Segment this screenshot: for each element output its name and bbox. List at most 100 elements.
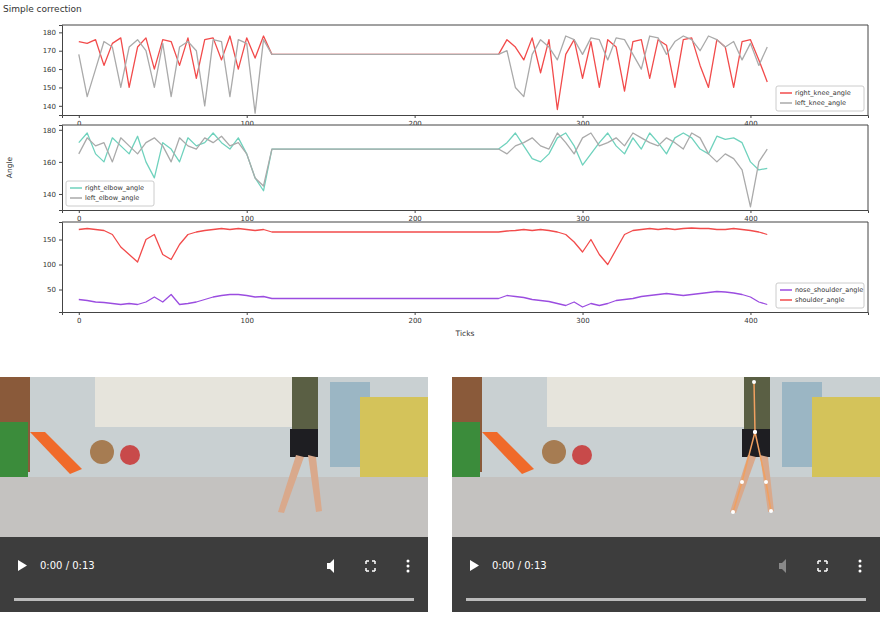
legend-swatch xyxy=(780,92,792,94)
menu-button[interactable] xyxy=(859,560,862,563)
y-tick: 180 xyxy=(43,127,62,135)
chart: 0100200300400140160180Angleright_elbow_a… xyxy=(5,125,869,223)
x-tick-mark xyxy=(750,210,751,213)
y-tick: 50 xyxy=(47,286,62,294)
x-tick-mark xyxy=(583,312,584,315)
x-tick-mark xyxy=(79,312,80,315)
y-tick-label: 50 xyxy=(47,286,56,294)
video-frame: 0:00 / 0:13 xyxy=(452,377,880,612)
x-tick-mark xyxy=(247,312,248,315)
y-tick: 140 xyxy=(43,191,62,199)
legend-swatch xyxy=(780,299,792,301)
volume-button[interactable] xyxy=(327,559,334,573)
wall-panel xyxy=(547,377,747,427)
x-axis: 0100200300400 xyxy=(63,312,869,325)
y-tick-label: 100 xyxy=(43,261,56,269)
chart: 010020030040050100150Ticksnose_shoulder_… xyxy=(43,222,869,338)
y-tick-mark xyxy=(59,240,62,241)
shelf xyxy=(812,397,880,477)
slide xyxy=(30,432,82,474)
y-tick: 150 xyxy=(43,84,62,92)
frame-top xyxy=(62,25,868,26)
frame-top xyxy=(62,222,868,223)
shelf xyxy=(360,397,428,477)
y-tick: 150 xyxy=(43,236,62,244)
y-tick: 180 xyxy=(43,29,62,37)
x-tick-mark xyxy=(247,210,248,213)
pose-joint xyxy=(753,430,757,434)
pose-joint xyxy=(752,380,756,384)
menu-button[interactable] xyxy=(859,565,862,568)
pose-skeleton xyxy=(733,382,771,512)
frame-right xyxy=(868,25,869,115)
toy-house xyxy=(452,422,480,477)
progress-bar[interactable] xyxy=(14,598,414,601)
y-tick-label: 150 xyxy=(43,84,56,92)
series-group xyxy=(79,36,767,113)
frame-top xyxy=(62,125,868,126)
menu-button[interactable] xyxy=(407,570,410,573)
menu-button[interactable] xyxy=(407,565,410,568)
floor xyxy=(0,477,428,612)
legend-label: left_knee_angle xyxy=(795,99,846,107)
y-tick: 160 xyxy=(43,66,62,74)
person-shorts xyxy=(290,429,318,457)
x-tick-mark xyxy=(750,115,751,118)
x-tick: 300 xyxy=(576,210,589,223)
plot-area xyxy=(62,222,868,312)
y-tick: 140 xyxy=(43,103,62,111)
y-tick-label: 160 xyxy=(43,159,56,167)
volume-button[interactable] xyxy=(779,559,786,573)
teddy xyxy=(542,440,566,464)
video-controls xyxy=(0,537,428,612)
legend-box xyxy=(776,86,864,111)
x-tick-mark xyxy=(415,312,416,315)
y-tick-mark xyxy=(59,51,62,52)
legend-swatch xyxy=(70,187,82,189)
x-axis: 0100200300400 xyxy=(63,210,869,223)
slide xyxy=(482,432,534,474)
menu-button[interactable] xyxy=(859,570,862,573)
x-tick-mark xyxy=(247,115,248,118)
y-tick-label: 140 xyxy=(43,191,56,199)
person-shorts xyxy=(742,429,770,457)
x-axis-title: Ticks xyxy=(455,329,475,338)
floor xyxy=(452,477,880,612)
series-group xyxy=(79,133,767,207)
y-tick-mark xyxy=(59,265,62,266)
y-tick-label: 180 xyxy=(43,29,56,37)
y-tick-mark xyxy=(59,290,62,291)
x-axis-line xyxy=(63,116,869,119)
menu-button[interactable] xyxy=(407,560,410,563)
play-button[interactable] xyxy=(470,560,479,571)
plot-area xyxy=(62,25,868,115)
legend-label: left_elbow_angle xyxy=(85,194,139,202)
x-tick-label: 200 xyxy=(408,317,421,325)
y-tick-mark xyxy=(59,106,62,107)
legend-label: right_elbow_angle xyxy=(85,184,144,192)
legend: right_knee_angleleft_knee_angle xyxy=(776,86,864,111)
series-line xyxy=(79,133,767,191)
x-tick: 200 xyxy=(408,210,421,223)
video-controls xyxy=(452,537,880,612)
series-line xyxy=(79,133,767,207)
person-leg xyxy=(308,455,322,512)
x-tick: 200 xyxy=(408,312,421,325)
legend-label: shoulder_angle xyxy=(795,296,845,304)
legend: nose_shoulder_angleshoulder_angle xyxy=(776,283,864,308)
series-line xyxy=(79,36,767,113)
y-tick: 100 xyxy=(43,261,62,269)
person-leg xyxy=(730,455,756,513)
play-button[interactable] xyxy=(18,560,27,571)
x-tick: 100 xyxy=(241,312,254,325)
fullscreen-button[interactable] xyxy=(818,561,827,571)
video-time: 0:00 / 0:13 xyxy=(492,560,547,571)
y-axis: 140 160 180 xyxy=(43,126,63,211)
progress-bar[interactable] xyxy=(466,598,866,601)
x-axis-line xyxy=(63,313,869,316)
x-tick-mark xyxy=(79,210,80,213)
fullscreen-button[interactable] xyxy=(366,561,375,571)
y-tick-mark xyxy=(59,87,62,88)
x-tick: 0 xyxy=(77,210,81,223)
pose-joint xyxy=(764,480,768,484)
